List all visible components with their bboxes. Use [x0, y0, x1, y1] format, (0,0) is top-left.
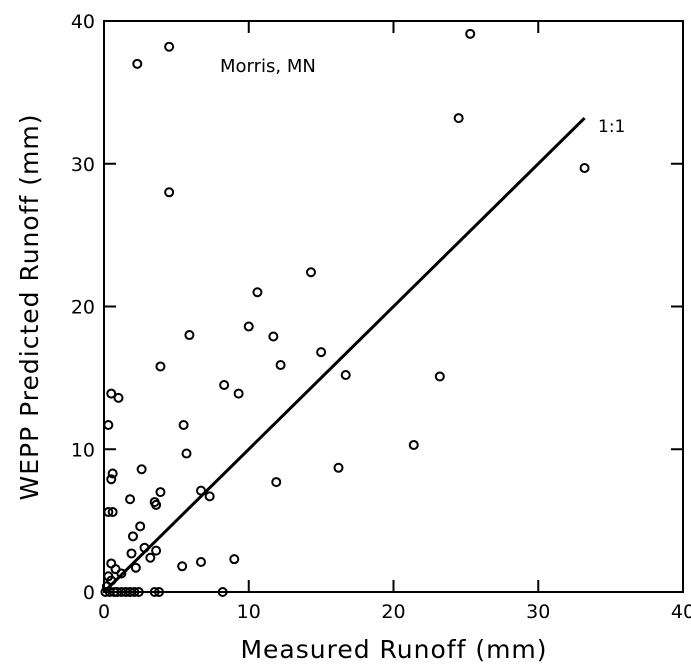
x-tick-label: 40 [671, 601, 691, 623]
plot-area [100, 28, 590, 597]
x-tick-label: 20 [381, 601, 405, 623]
data-point [116, 568, 127, 579]
data-point [268, 331, 279, 342]
data-point [107, 507, 118, 518]
x-tick-label: 10 [237, 601, 261, 623]
data-point [178, 419, 189, 430]
data-point [130, 562, 141, 573]
data-point [107, 468, 118, 479]
data-point [204, 491, 215, 502]
data-point [155, 361, 166, 372]
data-point [106, 388, 117, 399]
data-point [229, 554, 240, 565]
data-point [275, 360, 286, 371]
data-point [132, 58, 143, 69]
data-point [233, 388, 244, 399]
data-point [579, 163, 590, 174]
data-point [243, 321, 254, 332]
data-point [408, 439, 419, 450]
data-point [340, 370, 351, 381]
data-point [126, 548, 137, 559]
data-point [151, 499, 162, 510]
data-point [145, 552, 156, 563]
data-point [103, 419, 114, 430]
data-point [252, 287, 263, 298]
data-point [135, 521, 146, 532]
one-to-one-line [102, 117, 586, 594]
data-point [316, 347, 327, 358]
data-point [151, 545, 162, 556]
x-tick-label: 0 [98, 601, 110, 623]
reference-line-label: 1:1 [598, 117, 625, 137]
data-point [333, 462, 344, 473]
y-tick-label: 0 [83, 582, 95, 604]
data-point [164, 41, 175, 52]
data-point [271, 477, 282, 488]
data-point [136, 464, 147, 475]
data-point [184, 330, 195, 341]
y-tick-label: 10 [71, 439, 95, 461]
data-point [219, 380, 230, 391]
y-axis-title: WEPP Predicted Runoff (mm) [15, 114, 44, 501]
data-point [113, 392, 124, 403]
data-point [434, 371, 445, 382]
x-tick-label: 30 [526, 601, 550, 623]
data-point [465, 28, 476, 39]
data-point [139, 542, 150, 553]
y-tick-label: 20 [71, 297, 95, 319]
location-annotation: Morris, MN [220, 56, 316, 77]
data-point [195, 557, 206, 568]
data-point [195, 485, 206, 496]
y-tick-label: 30 [71, 154, 95, 176]
data-point [127, 531, 138, 542]
data-point [305, 267, 316, 278]
data-point [177, 561, 188, 572]
data-point [125, 494, 136, 505]
data-point [155, 487, 166, 498]
data-point [453, 113, 464, 124]
data-point [164, 187, 175, 198]
y-tick-label: 40 [71, 11, 95, 33]
data-point [106, 474, 117, 485]
axes: 0 10 20 30 40 0 10 20 30 40 [71, 11, 691, 623]
data-point [181, 448, 192, 459]
x-axis-title: Measured Runoff (mm) [240, 635, 547, 664]
